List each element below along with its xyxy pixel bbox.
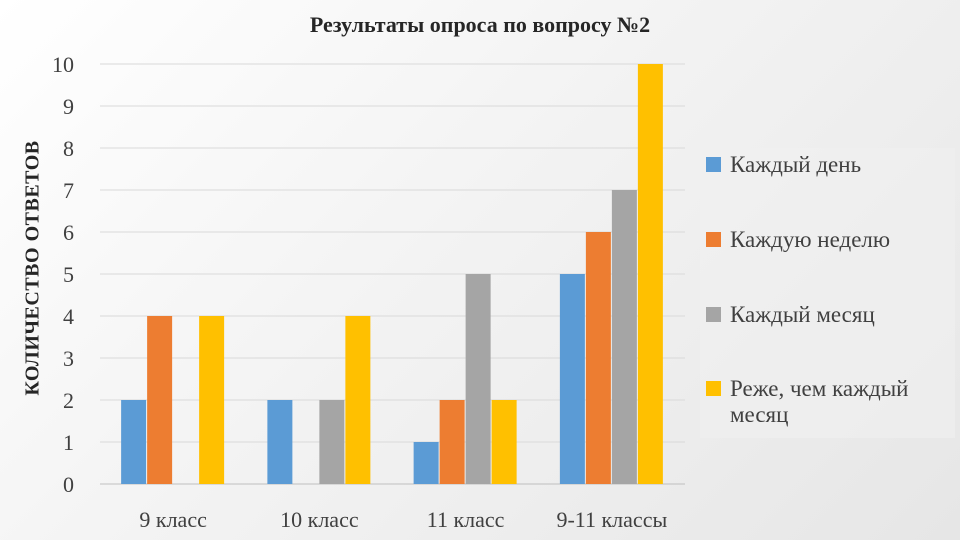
y-tick-label: 4: [63, 304, 74, 329]
bar: [267, 400, 293, 484]
bar: [147, 316, 173, 484]
y-tick-label: 8: [63, 136, 74, 161]
legend-label: Каждую неделю: [730, 227, 891, 252]
x-tick-label: 11 класс: [427, 507, 505, 532]
y-tick-label: 3: [63, 346, 74, 371]
y-tick-label: 0: [63, 472, 74, 497]
bar: [413, 442, 439, 484]
legend-swatch: [706, 157, 721, 172]
legend-swatch: [706, 307, 721, 322]
bar: [439, 400, 465, 484]
bar: [199, 316, 225, 484]
chart-title: Результаты опроса по вопросу №2: [309, 12, 651, 37]
legend-label: Реже, чем каждый месяц: [730, 376, 909, 427]
bar: [491, 400, 517, 484]
legend-swatch: [706, 381, 721, 396]
legend-item-weekly: Каждую неделю: [706, 227, 950, 253]
legend-item-monthly: Каждый месяц: [706, 302, 950, 328]
legend: Каждый день Каждую неделю Каждый месяц Р…: [700, 148, 955, 438]
y-tick-label: 7: [63, 178, 74, 203]
y-tick-label: 9: [63, 94, 74, 119]
bar: [585, 232, 611, 484]
legend-label: Каждый день: [730, 152, 862, 177]
bar: [121, 400, 147, 484]
legend-item-daily: Каждый день: [706, 152, 950, 178]
x-tick-label: 9-11 классы: [556, 507, 667, 532]
bar: [345, 316, 371, 484]
y-tick-label: 1: [63, 430, 74, 455]
y-tick-label: 5: [63, 262, 74, 287]
bar: [637, 64, 663, 484]
y-tick-label: 2: [63, 388, 74, 413]
bar: [319, 400, 345, 484]
legend-label: Каждый месяц: [730, 302, 875, 327]
y-tick-label: 6: [63, 220, 74, 245]
legend-item-rarely: Реже, чем каждый месяц: [706, 376, 950, 428]
y-tick-label: 10: [52, 52, 74, 77]
bar: [465, 274, 491, 484]
x-tick-label: 10 класс: [280, 507, 359, 532]
x-tick-label: 9 класс: [139, 507, 207, 532]
bar: [559, 274, 585, 484]
bar: [611, 190, 637, 484]
legend-swatch: [706, 232, 721, 247]
